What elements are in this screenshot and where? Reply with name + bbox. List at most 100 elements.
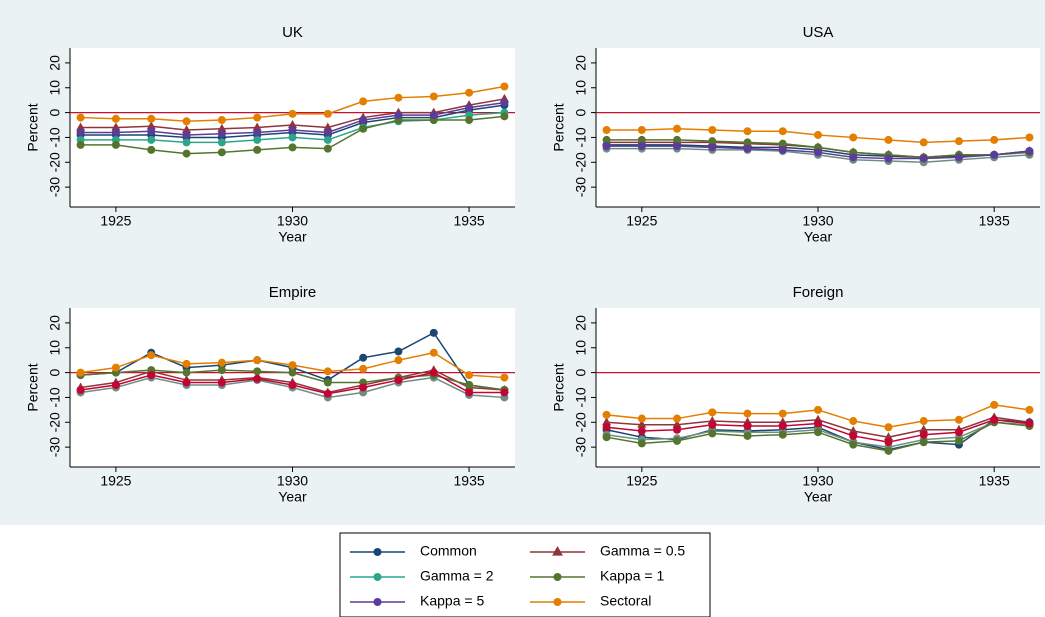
point (217, 378, 226, 387)
point (182, 359, 191, 368)
y-tick-label: 0 (47, 368, 63, 376)
point (359, 124, 368, 133)
point (500, 373, 509, 382)
point (394, 376, 403, 385)
x-tick-label: 1930 (802, 473, 833, 489)
point (954, 137, 963, 146)
point (76, 113, 85, 122)
y-tick-label: 20 (573, 55, 589, 71)
point (147, 114, 156, 123)
point (288, 381, 297, 390)
y-axis-label: Percent (25, 363, 41, 411)
point (708, 125, 717, 134)
point (465, 371, 474, 380)
point (884, 446, 893, 455)
point (147, 145, 156, 154)
point (884, 154, 893, 163)
point (323, 144, 332, 153)
point (323, 389, 332, 398)
point (76, 122, 86, 131)
point (323, 122, 333, 131)
y-tick-label: 10 (573, 80, 589, 96)
point (637, 414, 646, 423)
point (217, 148, 226, 157)
point (814, 428, 822, 437)
point (954, 153, 963, 162)
legend-marker (373, 573, 382, 581)
point (359, 383, 368, 392)
point (465, 388, 474, 397)
point (182, 117, 191, 126)
x-tick-label: 1925 (100, 213, 131, 229)
point (500, 388, 509, 397)
y-tick-label: -30 (573, 177, 589, 197)
point (394, 111, 403, 120)
point (288, 368, 297, 377)
point (849, 417, 858, 426)
y-tick-label: -10 (47, 387, 63, 407)
x-tick-label: 1925 (100, 473, 131, 489)
point (429, 368, 438, 377)
point (673, 414, 682, 423)
legend-marker (553, 598, 562, 606)
point (394, 93, 403, 102)
point (743, 409, 752, 418)
panel-title: Empire (269, 284, 317, 301)
y-tick-label: 0 (573, 368, 589, 376)
x-axis-label: Year (278, 229, 307, 245)
point (359, 353, 368, 362)
y-tick-label: -10 (47, 127, 63, 147)
point (288, 361, 297, 370)
x-tick-label: 1925 (626, 473, 657, 489)
point (602, 423, 611, 432)
point (323, 109, 332, 118)
point (182, 130, 191, 139)
legend-label: Gamma = 2 (420, 568, 494, 584)
point (394, 347, 403, 356)
point (814, 419, 822, 428)
y-tick-label: 10 (47, 340, 63, 356)
point (919, 438, 928, 447)
point (954, 436, 963, 445)
x-tick-label: 1930 (277, 213, 308, 229)
point (76, 385, 85, 394)
x-tick-label: 1935 (979, 213, 1010, 229)
legend-label: Kappa = 5 (420, 593, 484, 609)
point (884, 438, 893, 447)
y-tick-label: -20 (573, 152, 589, 172)
point (708, 408, 717, 417)
point (323, 367, 332, 376)
point (500, 98, 509, 107)
legend-box (339, 532, 711, 617)
point (814, 148, 822, 157)
point (778, 145, 787, 154)
y-tick-label: -20 (573, 412, 589, 432)
legend-label: Gamma = 0.5 (600, 543, 685, 559)
point (673, 124, 682, 133)
legend-marker (373, 548, 382, 556)
point (884, 135, 893, 144)
y-tick-label: 0 (573, 108, 589, 116)
y-tick-label: 20 (47, 55, 63, 71)
point (884, 423, 893, 432)
point (217, 138, 226, 147)
point (394, 356, 403, 365)
point (778, 139, 787, 148)
point (673, 135, 682, 144)
point (990, 400, 999, 409)
point (919, 417, 928, 426)
y-tick-label: -20 (47, 412, 63, 432)
point (288, 125, 297, 134)
point (465, 381, 474, 390)
point (429, 92, 438, 101)
point (849, 133, 858, 142)
point (217, 123, 227, 132)
point (253, 374, 262, 383)
point (849, 431, 858, 440)
point (288, 109, 297, 118)
point (954, 428, 963, 437)
point (288, 143, 297, 152)
point (778, 430, 787, 439)
point (76, 368, 85, 377)
point (883, 432, 893, 441)
